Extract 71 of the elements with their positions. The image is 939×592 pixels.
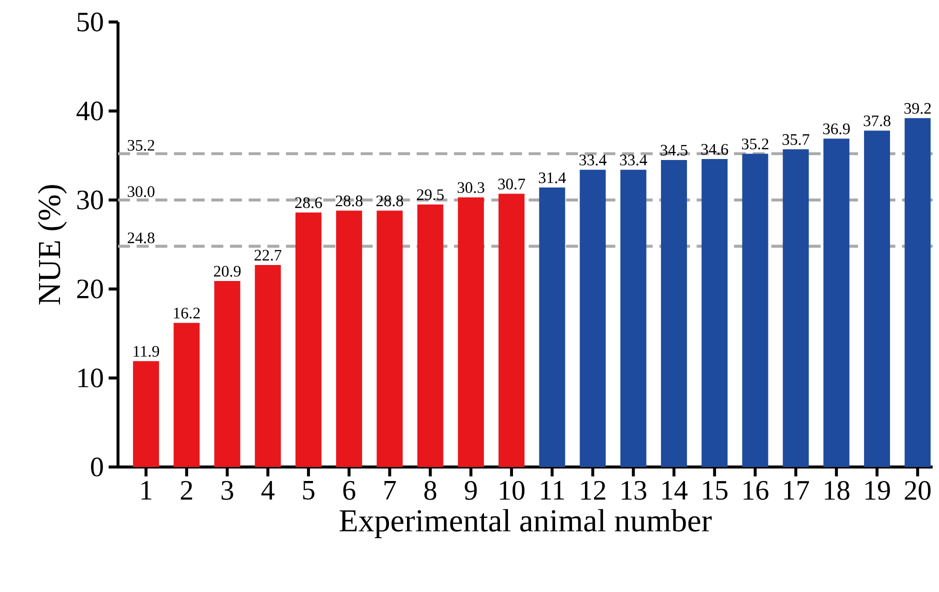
y-tick-label: 30	[77, 190, 103, 210]
data-label: 33.4	[620, 154, 648, 166]
data-label: 16.2	[174, 308, 200, 319]
x-tick-label: 19	[865, 481, 890, 500]
y-tick-label: 50	[78, 12, 103, 32]
data-label: 29.5	[417, 189, 444, 200]
ref-line-label: 24.8	[128, 232, 154, 244]
y-tick-label: 20	[77, 280, 103, 298]
ref-line-label: 30.0	[128, 186, 154, 198]
bar	[133, 361, 160, 467]
data-label: 37.8	[864, 115, 890, 126]
bar	[580, 170, 606, 467]
bar	[376, 210, 403, 467]
bar	[214, 280, 240, 467]
data-label: 20.9	[214, 266, 241, 277]
bar	[539, 188, 566, 467]
ref-line-label: 35.2	[128, 140, 154, 151]
x-tick-label: 9	[464, 481, 477, 500]
y-tick-label: 40	[76, 102, 103, 120]
y-tick-label: 0	[91, 458, 103, 476]
data-label: 28.6	[295, 197, 322, 208]
data-label: 11.9	[134, 346, 160, 357]
data-label: 30.7	[498, 178, 526, 190]
data-label: 35.2	[742, 138, 768, 150]
x-tick-label: 16	[744, 481, 768, 500]
data-label: 28.8	[336, 196, 362, 206]
bar	[174, 322, 200, 467]
bar	[864, 130, 890, 467]
data-label: 34.6	[701, 144, 728, 155]
x-tick-label: 15	[703, 481, 728, 500]
x-tick-label: 6	[343, 481, 356, 500]
x-axis-title: Experimental animal number	[340, 509, 712, 538]
x-tick-label: 20	[904, 481, 931, 500]
x-tick-label: 7	[384, 481, 396, 500]
x-tick-label: 2	[180, 481, 192, 500]
x-tick-label: 11	[541, 481, 564, 500]
x-tick-label: 1	[141, 481, 152, 500]
bar	[498, 194, 525, 467]
x-tick-label: 14	[662, 481, 688, 500]
x-tick-label: 4	[261, 481, 274, 500]
x-tick-label: 12	[581, 481, 606, 500]
bar	[620, 170, 646, 467]
x-tick-label: 10	[500, 481, 524, 500]
data-label: 39.2	[904, 103, 931, 114]
bar	[458, 197, 484, 467]
bar	[782, 149, 809, 467]
bar	[702, 159, 728, 467]
data-label: 35.7	[782, 134, 810, 145]
data-label: 30.3	[458, 182, 484, 194]
data-label: 34.5	[660, 144, 688, 156]
data-label: 28.8	[376, 196, 404, 206]
bar	[295, 212, 322, 467]
bar	[417, 204, 444, 467]
data-label: 22.7	[254, 250, 282, 261]
data-label: 36.9	[823, 123, 850, 134]
x-tick-label: 3	[222, 481, 234, 500]
x-tick-label: 13	[622, 481, 646, 500]
x-tick-label: 8	[424, 481, 436, 500]
data-label: 31.4	[538, 172, 566, 184]
x-tick-label: 17	[784, 481, 809, 500]
y-axis-title: NUE (%)	[38, 185, 67, 304]
bar	[336, 210, 362, 467]
x-tick-label: 18	[824, 481, 850, 500]
x-tick-label: 5	[303, 481, 314, 500]
bar	[742, 154, 768, 467]
bar	[660, 160, 687, 467]
data-label: 33.4	[580, 154, 607, 166]
y-tick-label: 10	[78, 368, 103, 388]
bar	[904, 118, 931, 467]
bar	[254, 264, 281, 467]
bar	[823, 138, 850, 467]
